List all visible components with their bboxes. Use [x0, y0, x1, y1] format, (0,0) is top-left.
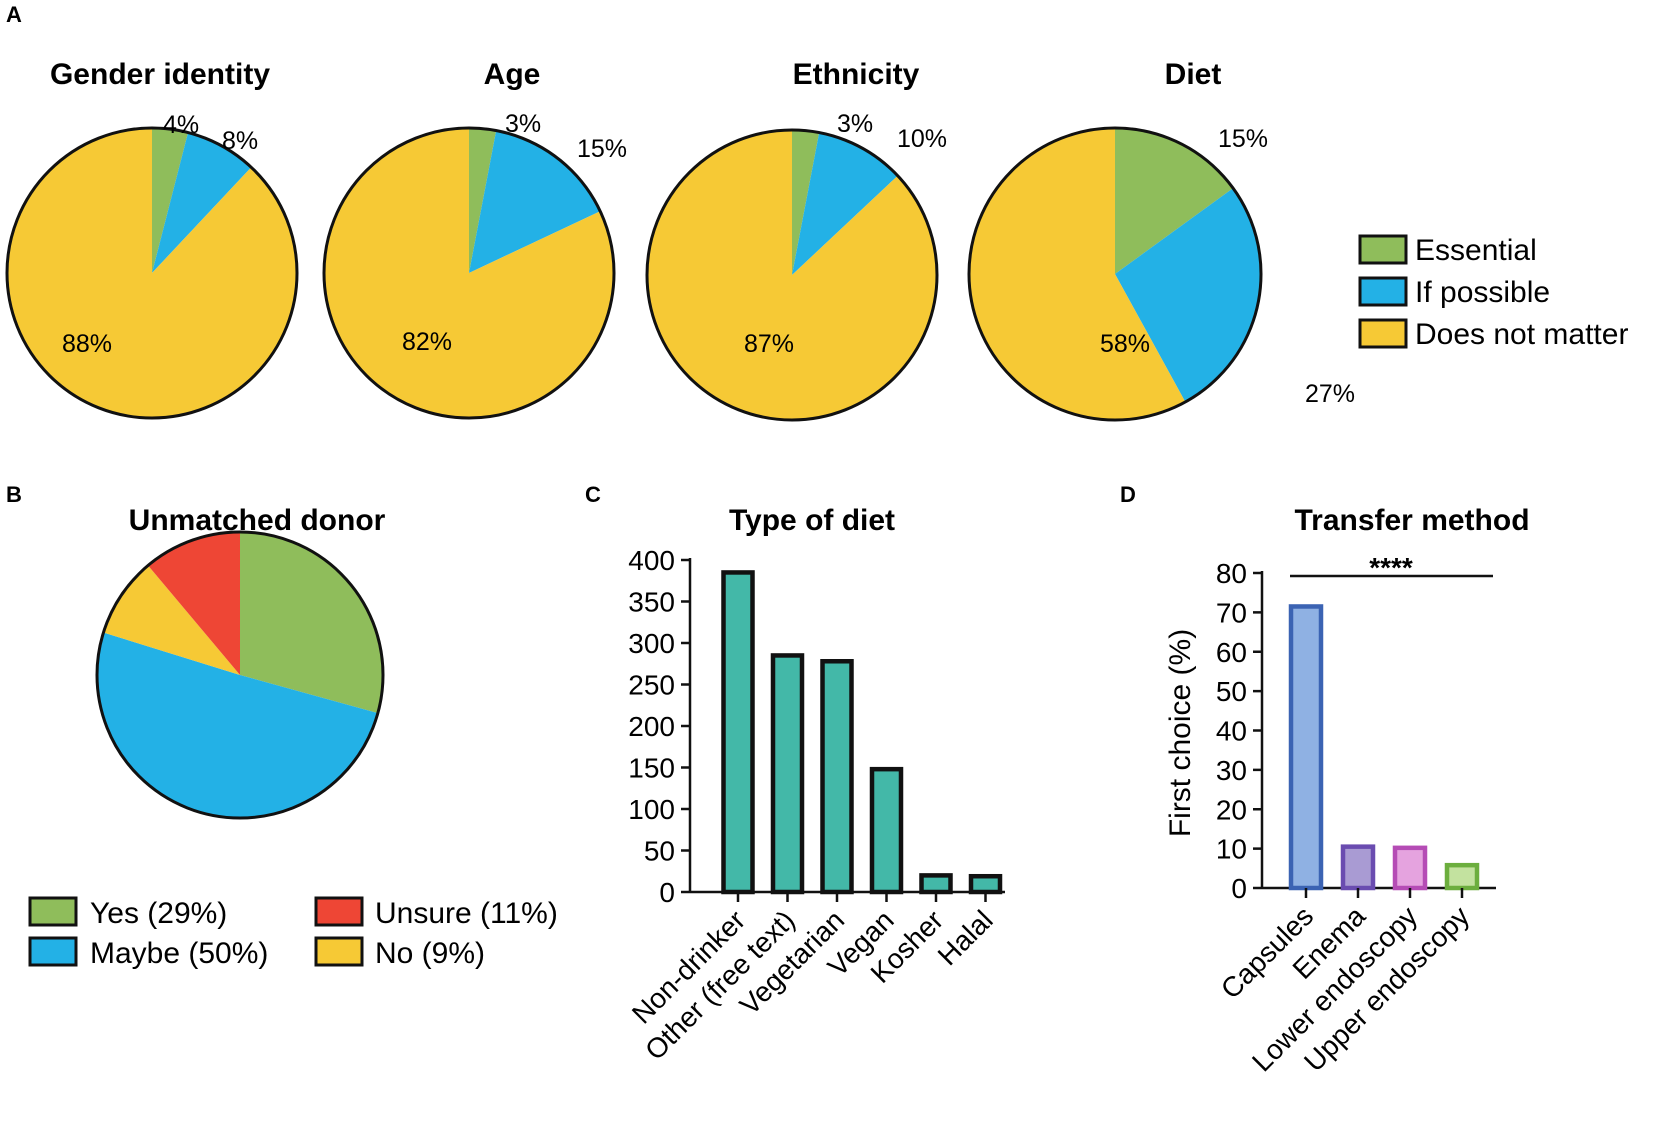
panel-label-b: B: [6, 482, 22, 507]
y-tick-label: 10: [1216, 834, 1247, 865]
pie-slice-ethnicity-if-possible: [792, 132, 898, 275]
pie-title-diet: Diet: [1165, 58, 1222, 91]
pie-slice-ethnicity-essential: [792, 130, 820, 275]
legend-label-does-not-matter: Does not matter: [1415, 318, 1628, 351]
y-tick-label: 70: [1216, 597, 1247, 628]
legend-swatch-yes: [28, 896, 78, 927]
pie-slice-diet-does-not-matter: [969, 128, 1186, 420]
pie-title-ethnicity: Ethnicity: [793, 58, 920, 91]
pie-label-diet-does-not-matter: 58%: [1100, 330, 1150, 358]
significance-stars: ****: [1369, 552, 1413, 583]
y-tick-label: 100: [628, 794, 675, 825]
x-tick-label-halal: Halal: [932, 904, 999, 971]
pie-slice-unmatched-unsure: [148, 532, 240, 675]
legend-label-if-possible: If possible: [1415, 276, 1550, 309]
pie-label-ethnicity-does-not-matter: 87%: [744, 330, 794, 358]
pie-outline-diet: [967, 126, 1263, 422]
pie-label-gender-if-possible: 8%: [222, 127, 258, 155]
y-tick-label: 250: [628, 670, 675, 701]
pie-outline-ethnicity: [645, 128, 939, 422]
y-tick-label: 20: [1216, 794, 1247, 825]
bar-halal: [968, 873, 1003, 895]
bar-other-free-text: [770, 653, 805, 895]
pie-title-age: Age: [484, 58, 541, 91]
y-tick-label: 350: [628, 587, 675, 618]
y-axis-label-first-choice: First choice (%): [1164, 629, 1197, 837]
pie-label-gender-essential: 4%: [163, 111, 199, 139]
pie-label-gender-does-not-matter: 88%: [62, 330, 112, 358]
pie-label-age-essential: 3%: [505, 110, 541, 138]
pie-slice-unmatched-no: [103, 565, 240, 675]
y-tick-label: 200: [628, 711, 675, 742]
y-tick-label: 60: [1216, 637, 1247, 668]
pie-label-ethnicity-essential: 3%: [837, 110, 873, 138]
bar-chart-transfer-method: Transfer method First choice (%) **** 0 1…: [1164, 504, 1530, 1077]
bar-vegan: [869, 766, 904, 895]
bar-capsules: [1288, 604, 1324, 891]
pie-slice-age-essential: [469, 128, 497, 273]
legend-b: Yes (29%) Maybe (50%) Unsure (11%) No (9…: [28, 896, 558, 970]
pie-label-ethnicity-if-possible: 10%: [897, 125, 947, 153]
pie-outline-age: [322, 126, 616, 420]
bar-title-transfer-method: Transfer method: [1294, 504, 1529, 537]
pie-gender-identity: Gender identity 4% 8% 88%: [5, 58, 299, 420]
y-tick-label: 150: [628, 753, 675, 784]
legend-swatch-if-possible: [1358, 276, 1408, 307]
legend-swatch-does-not-matter: [1358, 318, 1408, 349]
bar-vegetarian: [820, 659, 854, 895]
legend-a: Essential If possible Does not matter: [1358, 234, 1628, 351]
bar-upper-endoscopy: [1444, 862, 1480, 891]
y-tick-label: 400: [628, 545, 675, 576]
y-tick-label: 30: [1216, 755, 1247, 786]
pie-slice-unmatched-yes: [240, 532, 384, 714]
pie-slice-gender-if-possible: [152, 132, 252, 273]
bar-chart-type-of-diet: Type of diet 050100150200250300350400Non…: [626, 504, 1005, 1066]
panel-label-d: D: [1120, 482, 1136, 507]
bar-title-type-of-diet: Type of diet: [729, 504, 895, 537]
pie-title-gender-identity: Gender identity: [50, 58, 270, 91]
bar-enema: [1340, 844, 1376, 891]
pie-slice-gender-essential: [152, 128, 189, 273]
pie-unmatched-donor: Unmatched donor: [95, 504, 386, 820]
bar-lower-endoscopy: [1392, 845, 1428, 891]
pie-title-unmatched-donor: Unmatched donor: [129, 504, 386, 537]
pie-outline-gender: [5, 126, 299, 420]
y-tick-label: 0: [1231, 873, 1247, 904]
legend-label-no: No (9%): [375, 937, 485, 970]
pie-outline-unmatched: [95, 530, 385, 820]
y-tick-label: 50: [644, 836, 675, 867]
pie-label-age-does-not-matter: 82%: [402, 328, 452, 356]
pie-slice-unmatched-maybe: [97, 632, 378, 818]
pie-age: Age 3% 15% 82%: [322, 58, 627, 420]
legend-label-unsure: Unsure (11%): [375, 897, 558, 930]
pie-diet: Diet 15% 27% 58%: [967, 58, 1355, 422]
bar-non-drinker: [721, 570, 755, 895]
y-tick-label: 0: [659, 877, 675, 908]
legend-label-yes: Yes (29%): [90, 897, 227, 930]
y-tick-label: 40: [1216, 716, 1247, 747]
legend-swatch-essential: [1358, 234, 1408, 265]
pie-label-diet-if-possible: 27%: [1305, 380, 1355, 408]
pie-label-diet-essential: 15%: [1218, 125, 1268, 153]
panel-label-a: A: [6, 2, 22, 27]
bar-kosher: [919, 873, 953, 895]
pie-ethnicity: Ethnicity 3% 10% 87%: [645, 58, 947, 422]
legend-swatch-unsure: [314, 896, 364, 927]
y-tick-label: 80: [1216, 558, 1247, 589]
legend-swatch-no: [314, 936, 364, 967]
y-tick-label: 300: [628, 628, 675, 659]
panel-label-c: C: [585, 482, 601, 507]
pie-slice-age-if-possible: [469, 130, 601, 273]
pie-slice-age-does-not-matter: [324, 128, 615, 418]
legend-label-essential: Essential: [1415, 234, 1537, 267]
pie-label-age-if-possible: 15%: [577, 135, 627, 163]
legend-swatch-maybe: [28, 936, 78, 967]
pie-slice-ethnicity-does-not-matter: [647, 130, 938, 420]
pie-slice-diet-if-possible: [1115, 188, 1262, 402]
pie-slice-diet-essential: [1115, 128, 1234, 274]
pie-slice-gender-does-not-matter: [7, 128, 298, 418]
legend-label-maybe: Maybe (50%): [90, 937, 268, 970]
y-tick-label: 50: [1216, 676, 1247, 707]
